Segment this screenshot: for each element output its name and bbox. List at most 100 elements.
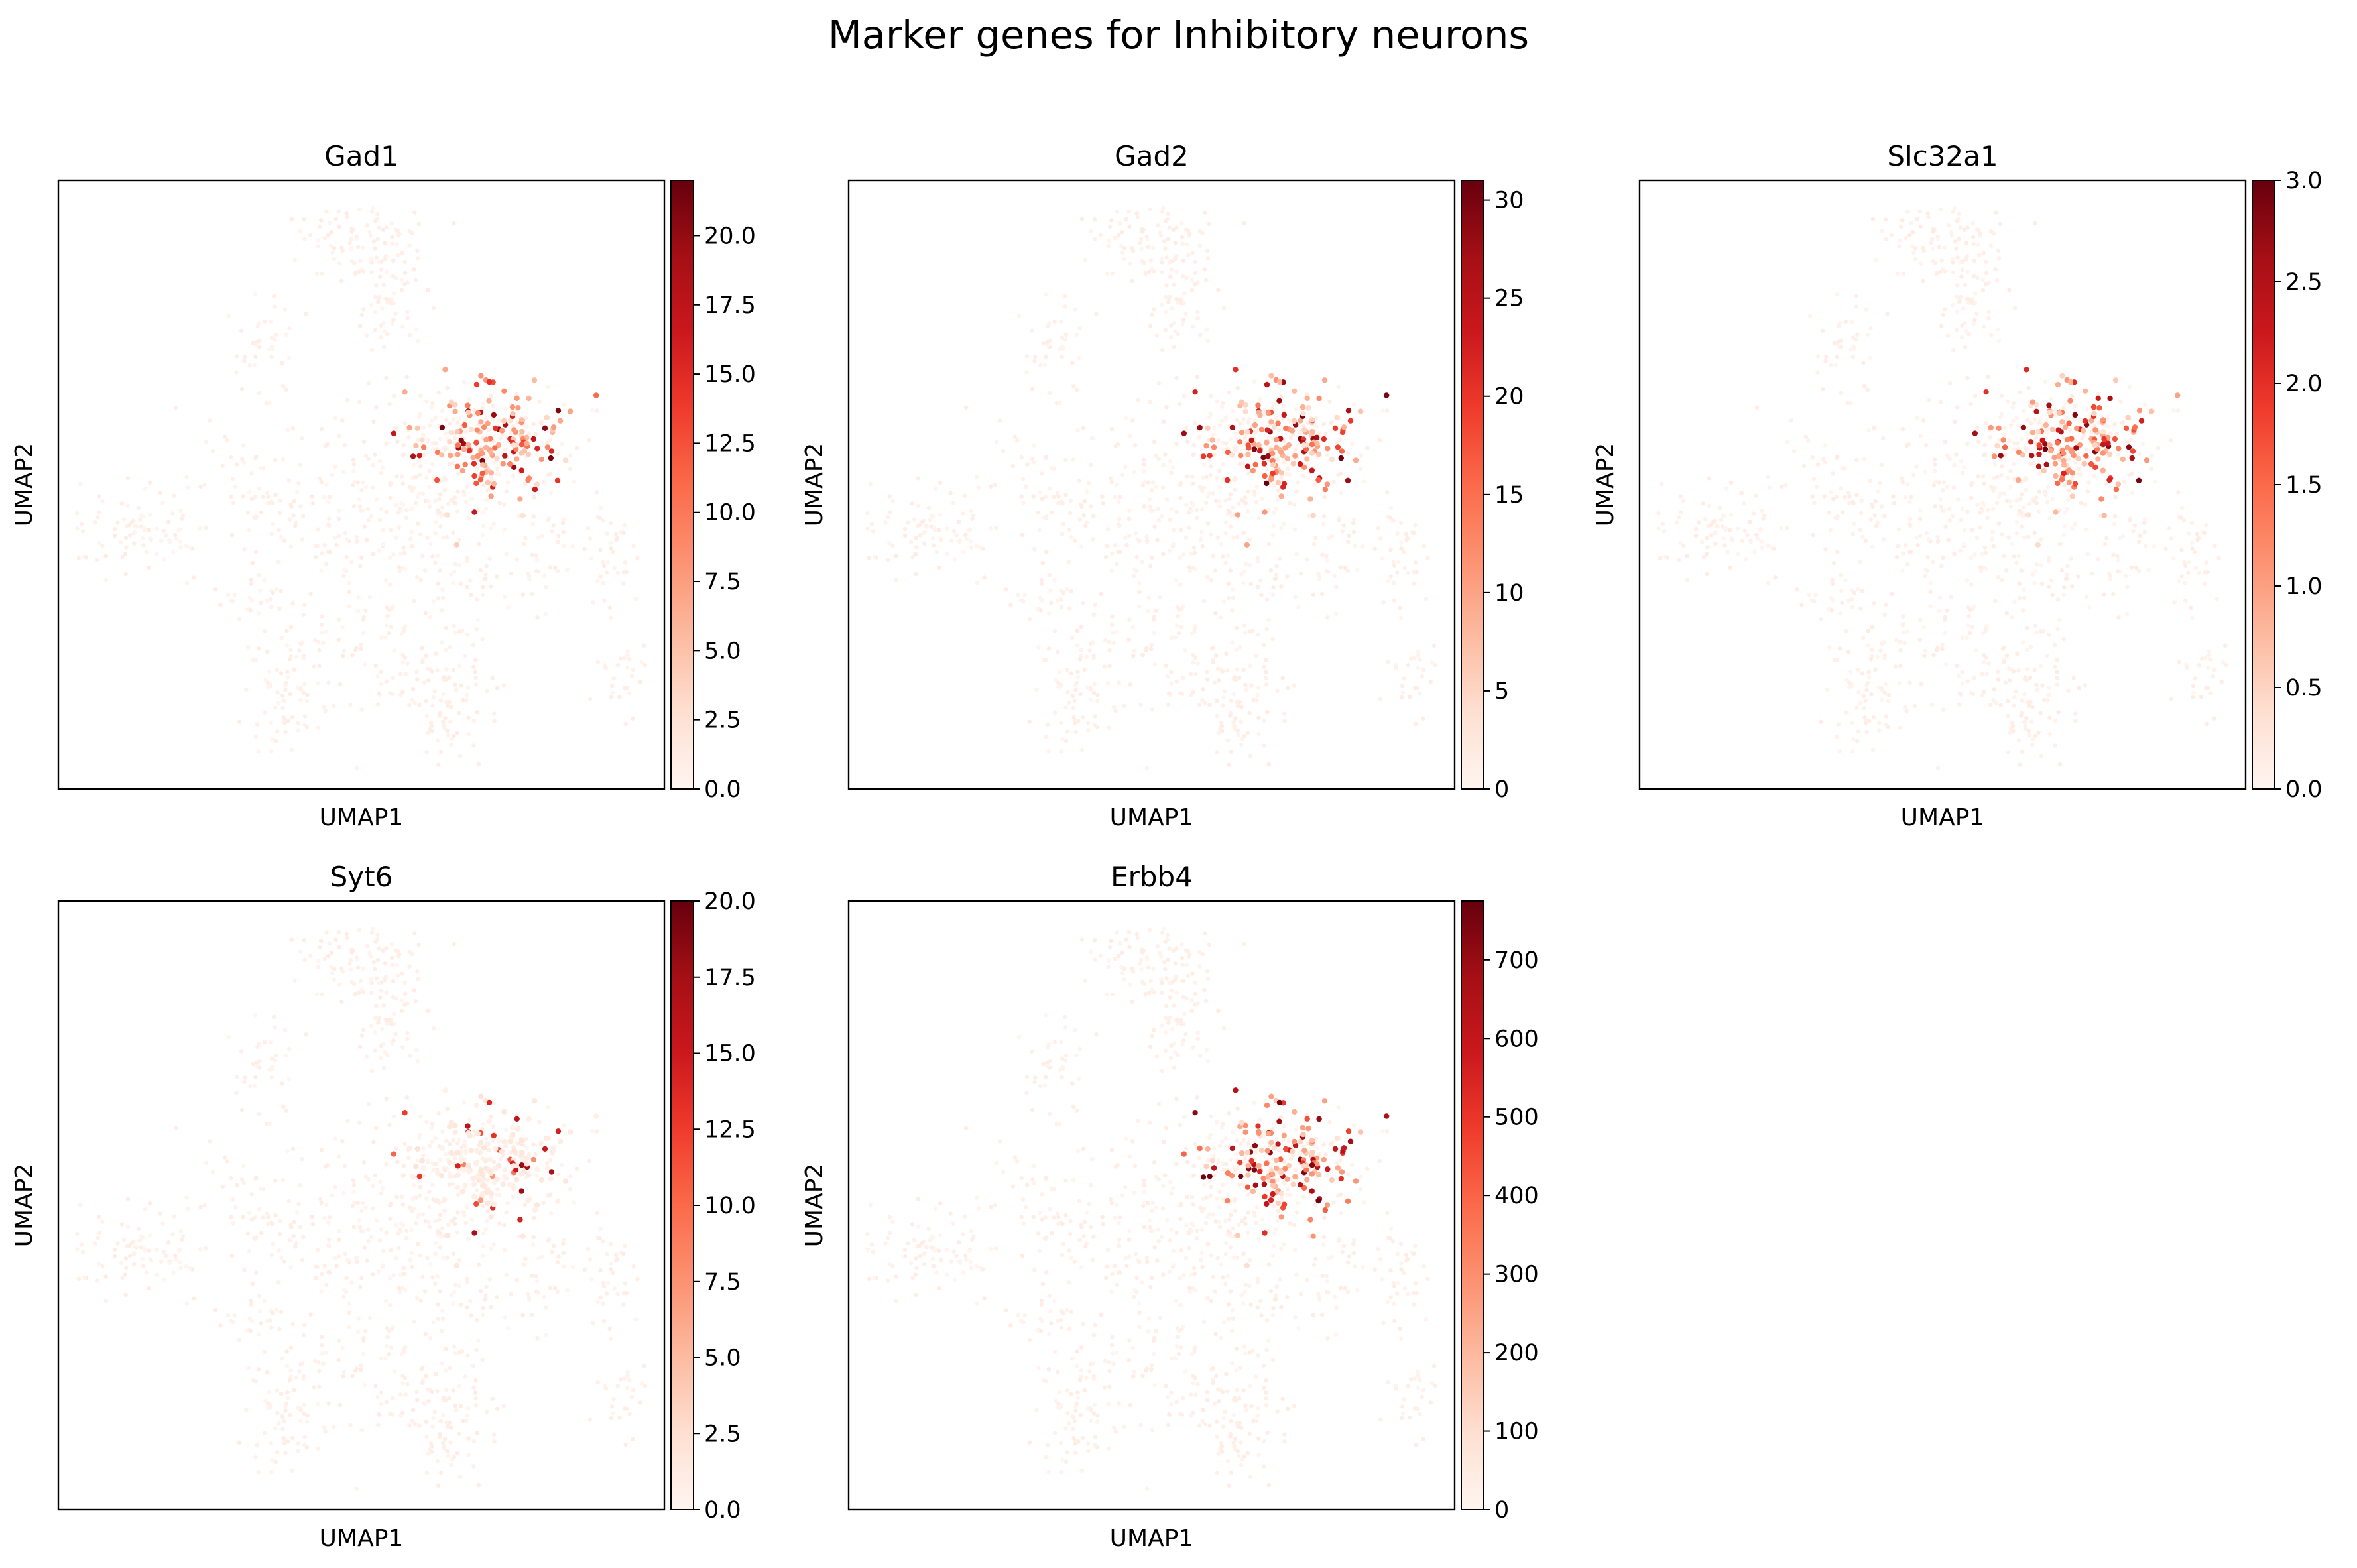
cell-point [1294, 552, 1299, 556]
cell-point [402, 1271, 406, 1276]
cell-point [452, 941, 456, 947]
cell-point [2035, 463, 2042, 469]
cell-point [394, 996, 398, 1001]
cell-point [2100, 417, 2106, 423]
cell-point [1104, 544, 1109, 548]
cell-point [1835, 454, 1840, 459]
figure-title: Marker genes for Inhibitory neurons [827, 12, 1530, 58]
cell-point [120, 555, 125, 560]
cell-point [1961, 465, 1966, 470]
cell-point [251, 341, 255, 346]
cell-point [1040, 471, 1044, 476]
cell-point [415, 256, 420, 261]
cell-point [1285, 471, 1290, 477]
cell-point [1289, 428, 1296, 434]
cell-point [2074, 425, 2080, 432]
cell-point [112, 1247, 117, 1252]
cell-point [75, 526, 80, 531]
cell-point [1980, 509, 1984, 513]
cell-point [450, 737, 454, 741]
cell-point [1335, 440, 1340, 445]
cell-point [263, 678, 268, 682]
cell-point [1972, 430, 1978, 436]
cell-point [1357, 408, 1364, 414]
cell-point [476, 1338, 481, 1343]
cell-point [967, 528, 972, 533]
cell-point [1966, 605, 1970, 610]
cell-point [1989, 485, 1994, 489]
cell-point [1252, 418, 1258, 423]
cell-point [594, 408, 599, 413]
cell-point [1929, 241, 1933, 245]
cell-point [243, 355, 247, 359]
cell-point [642, 663, 648, 668]
cell-point [1978, 525, 1982, 530]
cell-point [1945, 333, 1951, 338]
cell-point [132, 1262, 137, 1266]
cell-point [1150, 480, 1156, 485]
cell-point [491, 438, 496, 444]
cell-point [383, 241, 387, 245]
cell-point [1395, 570, 1400, 575]
cell-point [627, 657, 632, 662]
cell-point [404, 507, 409, 513]
cell-point [403, 1392, 408, 1397]
cell-point [441, 720, 446, 725]
cell-point [1044, 550, 1049, 554]
cell-point [530, 552, 534, 557]
cell-point [2197, 570, 2201, 575]
cell-point [1927, 398, 1931, 403]
cell-point [246, 1366, 251, 1370]
cell-point [1974, 535, 1980, 540]
cell-point [618, 656, 623, 661]
cell-point [293, 524, 298, 528]
cell-point [1107, 224, 1113, 229]
cell-point [351, 462, 356, 467]
cell-point [605, 531, 609, 536]
cell-point [312, 1358, 318, 1364]
cell-point [1398, 520, 1404, 526]
cell-point [1780, 484, 1784, 489]
cell-point [1246, 420, 1250, 425]
cell-point [427, 423, 432, 428]
cell-point [465, 1276, 469, 1281]
cell-point [385, 1326, 389, 1331]
cell-point [435, 1274, 440, 1279]
cell-point [1221, 599, 1226, 604]
cell-point [1322, 486, 1329, 493]
cell-point [2034, 631, 2039, 635]
cell-point [1977, 253, 1982, 257]
cell-point [125, 503, 130, 508]
cell-point [1232, 675, 1237, 680]
cell-point [1860, 635, 1866, 640]
cell-point [1693, 526, 1699, 532]
cell-point [615, 663, 620, 668]
cell-point [172, 1214, 177, 1219]
cell-point [78, 481, 83, 487]
cell-point [2025, 667, 2030, 672]
cell-point [389, 527, 393, 532]
cell-point [302, 1443, 307, 1448]
cell-point [410, 1419, 414, 1423]
cell-point [1238, 421, 1242, 426]
cell-point [261, 495, 266, 499]
cell-point [1905, 562, 1910, 567]
cell-point [438, 452, 445, 458]
cell-point [317, 1384, 322, 1389]
cell-point [414, 425, 420, 431]
cell-point [75, 1232, 80, 1236]
cell-point [1251, 697, 1256, 703]
cell-point [1193, 271, 1198, 275]
cell-point [399, 631, 404, 636]
colorbar-tick-label: 20.0 [704, 223, 756, 249]
cell-point [2010, 405, 2015, 410]
cell-point [2045, 500, 2049, 505]
cell-point [537, 1120, 542, 1124]
cell-point [440, 608, 444, 613]
cell-point [1391, 581, 1396, 585]
cell-point [341, 648, 347, 654]
cell-point [173, 532, 178, 538]
cell-point [1330, 534, 1335, 539]
cell-point [2043, 422, 2049, 428]
cell-point [272, 294, 277, 299]
